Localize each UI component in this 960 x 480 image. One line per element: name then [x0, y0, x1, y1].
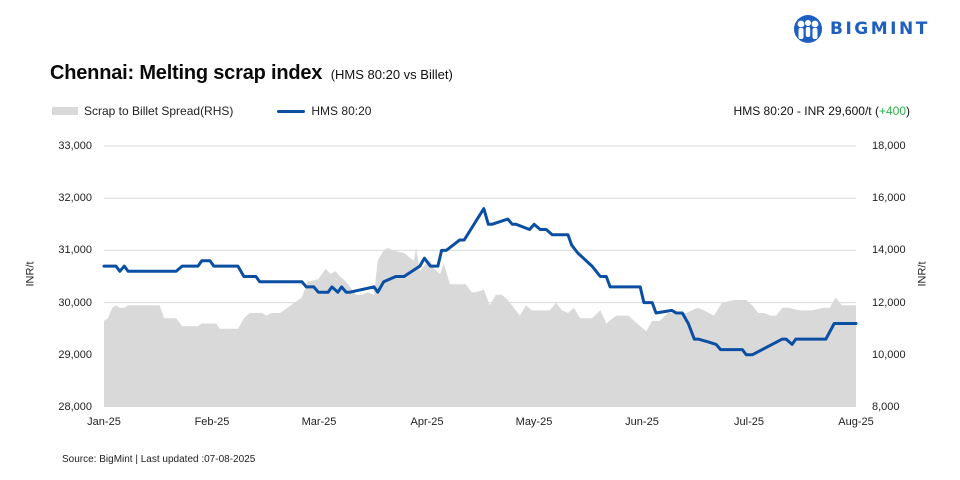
x-tick: Mar-25	[301, 416, 337, 428]
right-tick: 18,000	[872, 140, 906, 152]
right-tick: 10,000	[872, 349, 906, 361]
right-tick: 12,000	[872, 297, 906, 309]
right-tick: 8,000	[872, 401, 900, 413]
chart-legend: Scrap to Billet Spread(RHS) HMS 80:20	[52, 104, 415, 118]
x-tick: Jul-25	[734, 416, 764, 428]
brand-name: BIGMINT	[830, 19, 930, 39]
x-tick: Jun-25	[625, 416, 659, 428]
x-tick: Apr-25	[410, 416, 444, 428]
left-tick: 31,000	[58, 244, 92, 256]
latest-change-close: )	[906, 104, 910, 118]
legend-item-spread[interactable]: Scrap to Billet Spread(RHS)	[52, 104, 233, 118]
left-tick: 29,000	[58, 349, 92, 361]
area-swatch-icon	[52, 107, 78, 115]
legend-label-hms: HMS 80:20	[311, 104, 372, 118]
legend-label-spread: Scrap to Billet Spread(RHS)	[84, 104, 234, 118]
legend-item-hms[interactable]: HMS 80:20	[277, 104, 371, 118]
left-tick: 30,000	[58, 297, 92, 309]
x-tick: Jan-25	[87, 416, 121, 428]
x-tick: Feb-25	[194, 416, 230, 428]
hms-line-series[interactable]	[102, 207, 858, 357]
latest-price: HMS 80:20 - INR 29,600/t (+400)	[734, 104, 910, 118]
chart-title: Chennai: Melting scrap index (HMS 80:20 …	[50, 62, 453, 85]
chart-title-main: Chennai: Melting scrap index	[50, 62, 323, 84]
brand-logo: BIGMINT	[792, 14, 930, 44]
x-tick: Aug-25	[838, 416, 874, 428]
left-tick: 33,000	[58, 140, 92, 152]
left-tick: 28,000	[58, 401, 92, 413]
chart-subtitle: (HMS 80:20 vs Billet)	[330, 67, 453, 82]
bigmint-people-logo-icon	[794, 15, 822, 43]
spread-area-series[interactable]	[104, 247, 856, 407]
latest-price-text: HMS 80:20 - INR 29,600/t	[733, 104, 872, 118]
right-tick: 16,000	[872, 192, 906, 204]
x-tick: May-25	[515, 416, 553, 428]
latest-change: +400	[878, 104, 906, 118]
source-note: Source: BigMint | Last updated :07-08-20…	[62, 454, 256, 465]
latest-change-open: (	[874, 104, 879, 118]
right-tick: 14,000	[872, 244, 906, 256]
left-tick: 32,000	[58, 192, 92, 204]
line-swatch-icon	[277, 109, 306, 113]
